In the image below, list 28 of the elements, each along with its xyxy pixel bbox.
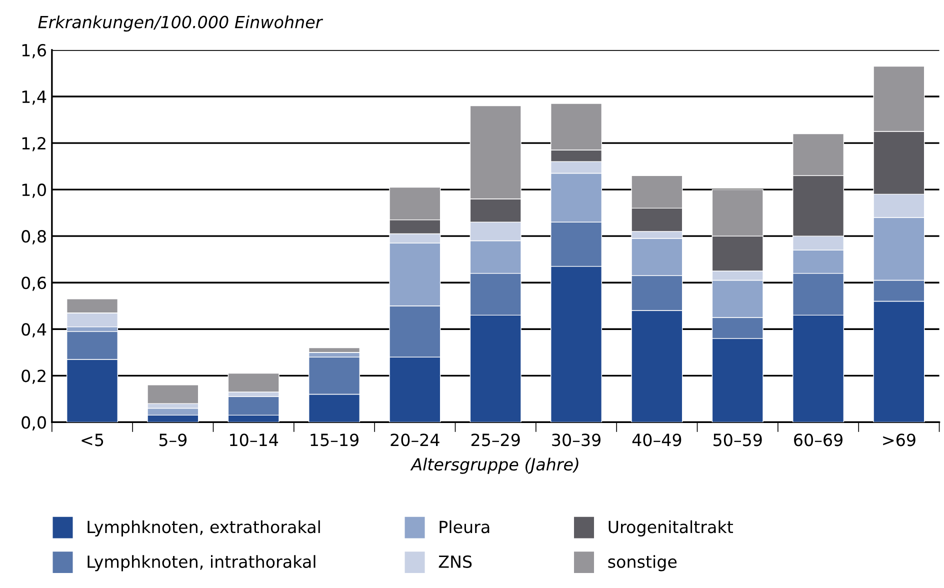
y-tick-label: 1,4 — [22, 90, 46, 105]
x-tick-label: >69 — [883, 434, 916, 446]
x-tick-label: 5–9 — [159, 434, 187, 446]
y-tick-label: 1,0 — [22, 184, 46, 198]
x-tick-label: 50–59 — [714, 434, 762, 446]
legend-label: Lymphknoten, intrathorakal — [88, 555, 316, 572]
x-tick-label: 25–29 — [471, 434, 520, 446]
y-tick-label: 1,6 — [22, 44, 46, 58]
legend-label: Pleura — [440, 520, 490, 534]
x-tick-label: <5 — [82, 434, 104, 446]
x-tick-label: 15–19 — [310, 434, 358, 446]
y-tick-label: 0,8 — [22, 230, 46, 244]
y-tick-label: 1,2 — [22, 136, 46, 152]
legend-label: Urogenitaltrakt — [608, 520, 734, 536]
x-tick-label: 10–14 — [230, 434, 278, 446]
x-axis-title: Altersgruppe (Jahre) — [410, 458, 578, 474]
legend-label: ZNS — [438, 555, 472, 568]
x-tick-label: 30–39 — [552, 434, 600, 446]
y-tick-label: 0,0 — [22, 416, 46, 430]
legend-label: Lymphknoten, extrathorakal — [88, 520, 320, 536]
y-tick-label: 0,6 — [22, 276, 46, 291]
y-tick-label: 0,4 — [22, 323, 46, 338]
x-tick-label: 60–69 — [794, 434, 842, 446]
x-tick-label: 20–24 — [390, 434, 440, 446]
x-tick-label: 40–49 — [632, 434, 682, 446]
y-tick-label: 0,2 — [22, 370, 46, 384]
y-axis-title: Erkrankungen/100.000 Einwohner — [38, 15, 324, 32]
legend-label: sonstige — [608, 555, 677, 572]
